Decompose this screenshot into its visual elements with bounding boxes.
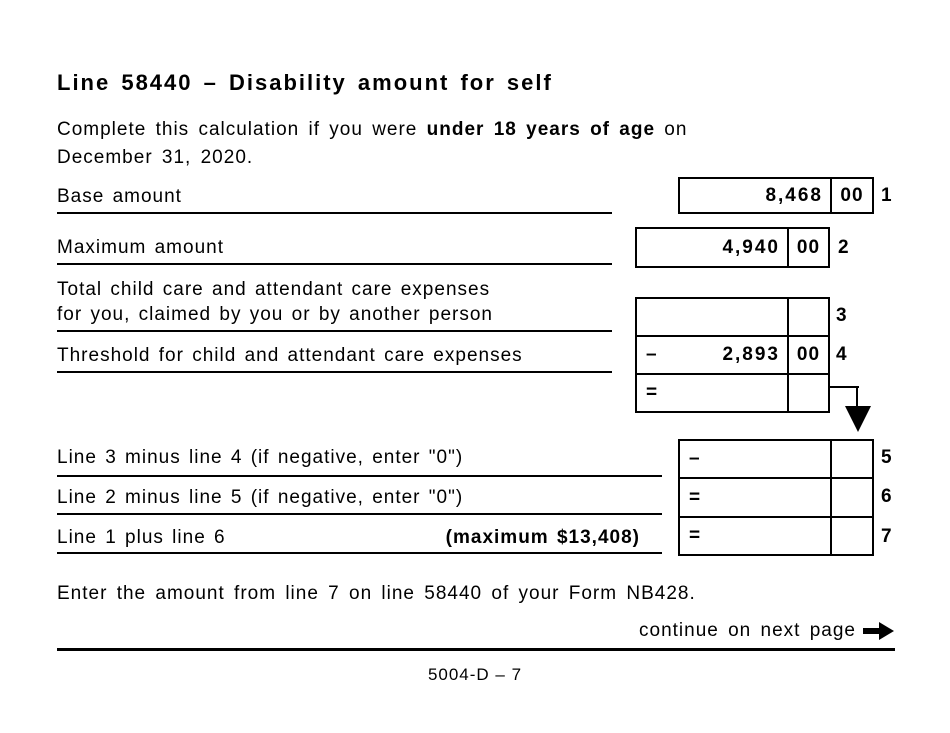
line-number-3: 3 xyxy=(836,305,847,326)
amount-field-line-3 xyxy=(637,299,789,335)
label-line-2: for you, claimed by you or by another pe… xyxy=(57,304,493,325)
equals-operator: = xyxy=(689,525,703,546)
amount-field-line-1: 8,468 xyxy=(680,179,832,212)
label-underline xyxy=(57,513,662,515)
minus-operator: – xyxy=(646,344,659,365)
line-number-4: 4 xyxy=(836,344,847,365)
flow-connector-vertical xyxy=(856,386,858,408)
amount-field-line-6: = xyxy=(680,479,832,516)
intro-text-post: on xyxy=(655,119,688,140)
page-number: 5004-D – 7 xyxy=(427,665,523,684)
intro-paragraph: Complete this calculation if you were un… xyxy=(57,116,687,172)
intro-line-2: December 31, 2020. xyxy=(57,147,254,168)
box-row-line-5: – xyxy=(680,441,872,477)
line-number-6: 6 xyxy=(881,486,892,507)
intro-text: Complete this calculation if you were xyxy=(57,119,427,140)
equals-operator: = xyxy=(689,486,703,508)
page-title: Line 58440 – Disability amount for self xyxy=(57,70,553,95)
amount-field-line-7: = xyxy=(680,518,832,554)
box-row-line-6: = xyxy=(680,477,872,516)
row-label-child-care-expenses: Total child care and attendant care expe… xyxy=(57,277,493,327)
cents-field-line-2: 00 xyxy=(796,236,821,258)
row-label-line3-minus-line4: Line 3 minus line 4 (if negative, enter … xyxy=(57,447,464,468)
cents-field-equals xyxy=(789,375,828,411)
intro-bold-text: under 18 years of age xyxy=(426,119,656,140)
cents-field-line-4: 00 xyxy=(796,344,821,365)
row-label-base-amount: Base amount xyxy=(57,186,182,207)
box-group-lines-5-7: – = = xyxy=(678,439,874,556)
amount-value: 4,940 xyxy=(722,236,780,258)
closing-note: Enter the amount from line 7 on line 584… xyxy=(57,583,696,604)
amount-box-line-2: 4,940 00 xyxy=(635,227,830,268)
cents-field-line-6 xyxy=(832,479,872,516)
line-number-5: 5 xyxy=(881,447,892,468)
box-row-line-4: – 2,893 00 xyxy=(637,335,828,373)
continue-notice: continue on next page xyxy=(639,617,895,645)
amount-value: 8,468 xyxy=(765,184,823,206)
intro-line-1: Complete this calculation if you were un… xyxy=(57,116,687,144)
line-number-2: 2 xyxy=(838,236,849,258)
label-underline xyxy=(57,552,662,554)
footer-rule xyxy=(57,648,895,651)
box-row-equals: = xyxy=(637,373,828,411)
row-label-line1-plus-line6: Line 1 plus line 6 (maximum $13,408) xyxy=(57,525,640,550)
row-label-threshold: Threshold for child and attendant care e… xyxy=(57,345,523,366)
line-number-1: 1 xyxy=(881,184,892,206)
cents-field-line-1: 00 xyxy=(840,184,864,206)
continue-arrow-icon xyxy=(863,622,894,640)
maximum-amount-note: (maximum $13,408) xyxy=(445,527,640,548)
label-underline xyxy=(57,263,612,265)
label-line-1: Total child care and attendant care expe… xyxy=(57,279,491,300)
row-label-maximum-amount: Maximum amount xyxy=(57,237,224,258)
label-underline xyxy=(57,330,612,332)
continue-text: continue on next page xyxy=(639,620,856,641)
flow-connector-horizontal xyxy=(830,386,859,388)
amount-field-line-4: – 2,893 xyxy=(637,337,789,373)
cents-field-line-5 xyxy=(832,441,872,477)
amount-value: 2,893 xyxy=(722,344,780,365)
amount-field-line-5: – xyxy=(680,441,832,477)
row-label-line2-minus-line5: Line 2 minus line 5 (if negative, enter … xyxy=(57,487,464,508)
amount-box-line-1: 8,468 00 xyxy=(678,177,874,214)
equals-operator: = xyxy=(646,382,660,403)
label-underline xyxy=(57,371,612,373)
cents-field-line-7 xyxy=(832,518,872,554)
label-underline xyxy=(57,475,662,477)
cents-field-line-3 xyxy=(789,299,828,335)
amount-field-equals: = xyxy=(637,375,789,411)
box-row-line-3 xyxy=(637,299,828,335)
line-number-7: 7 xyxy=(881,525,892,547)
minus-operator: – xyxy=(689,448,702,469)
box-group-lines-3-4: – 2,893 00 = xyxy=(635,297,830,413)
label-underline xyxy=(57,212,612,214)
amount-field-line-2: 4,940 xyxy=(637,229,789,266)
label-text: Line 1 plus line 6 xyxy=(57,527,226,548)
down-arrow-icon xyxy=(845,406,871,432)
box-row-line-7: = xyxy=(680,516,872,554)
